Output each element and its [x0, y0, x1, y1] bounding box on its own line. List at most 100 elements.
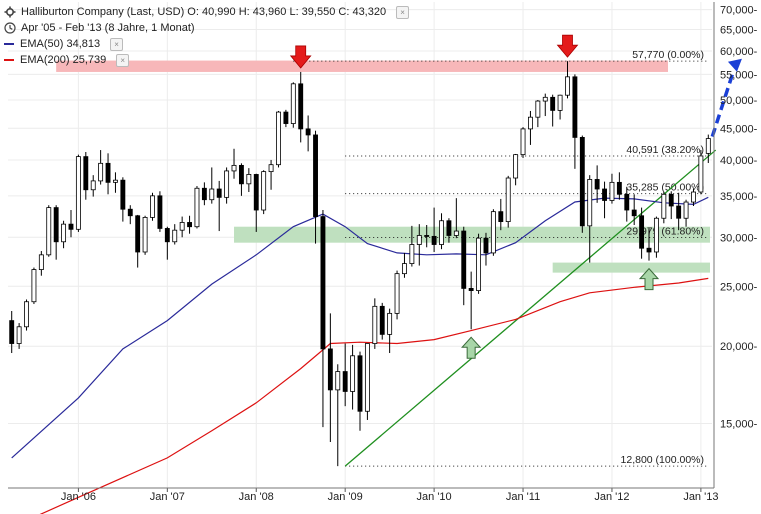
candle-body — [142, 217, 148, 253]
candle-body — [416, 235, 422, 245]
ema50-swatch — [4, 43, 14, 45]
y-tick-label: 45,000- — [720, 123, 758, 135]
x-tick-label: Jan '13 — [683, 491, 718, 503]
legend-high: H: 43,960 — [238, 6, 287, 18]
candle-body — [705, 138, 711, 154]
candle-body — [594, 179, 600, 190]
x-tick-label: Jan '07 — [150, 491, 185, 503]
y-tick-label: 50,000- — [720, 95, 758, 107]
x-tick-label: Jan '08 — [239, 491, 274, 503]
legend-ema50-row: EMA(50) 34,813 × — [4, 36, 409, 52]
candle-body — [387, 312, 393, 335]
candles — [9, 61, 711, 467]
y-tick-label: 15,000- — [720, 419, 758, 431]
candle-body — [201, 187, 207, 201]
candle-body — [513, 154, 519, 179]
candle-body — [653, 217, 659, 253]
trendline — [344, 149, 717, 467]
ema200-label: EMA(200) — [20, 54, 70, 66]
remove-ema50-button[interactable]: × — [110, 37, 124, 51]
candle-body — [179, 222, 185, 231]
fib-level-label: 57,770 (0.00%) — [632, 49, 704, 61]
candle-body — [238, 164, 244, 185]
candle-body — [120, 179, 126, 210]
chart-settings-icon[interactable] — [4, 6, 16, 18]
candle-body — [624, 193, 630, 211]
projection-arrowhead-icon — [727, 58, 742, 72]
candle-body — [409, 244, 415, 264]
candle-body — [224, 170, 230, 198]
ema200-line — [39, 277, 709, 514]
legend-open: O: 40,990 — [187, 6, 236, 18]
candle-body — [453, 230, 459, 236]
candle-body — [565, 76, 570, 96]
candle-body — [676, 205, 682, 219]
candle-body — [691, 191, 696, 203]
candle-body — [276, 111, 281, 166]
candle-body — [298, 83, 304, 130]
candle-body — [505, 177, 511, 222]
remove-ema200-button[interactable]: × — [116, 53, 130, 67]
y-tick-label: 60,000- — [720, 46, 758, 58]
candle-body — [135, 215, 141, 253]
candle-body — [261, 171, 267, 211]
chart-legend: Halliburton Company (Last, USD) O: 40,99… — [4, 4, 410, 68]
candle-body — [528, 116, 533, 130]
x-tick-label: Jan '09 — [328, 491, 363, 503]
candle-body — [372, 305, 378, 344]
y-tick-label: 55,000- — [720, 69, 758, 81]
candle-body — [476, 237, 482, 291]
candle-body — [46, 207, 52, 256]
fib-level-label: 29,979 (61.80%) — [626, 225, 704, 237]
clock-icon — [4, 22, 16, 34]
candle-body — [320, 216, 326, 350]
candle-body — [483, 237, 489, 254]
candle-body — [498, 211, 504, 222]
candle-body — [602, 188, 607, 201]
y-tick-label: 25,000- — [720, 281, 758, 293]
candle-body — [446, 220, 452, 236]
candle-body — [246, 174, 252, 185]
ema200-swatch — [4, 59, 14, 61]
remove-series-button[interactable]: × — [396, 5, 410, 19]
support-zone — [234, 226, 710, 243]
candle-body — [253, 174, 259, 211]
candle-body — [290, 83, 296, 124]
candle-body — [113, 179, 118, 183]
legend-ema200-row: EMA(200) 25,739 × — [4, 52, 409, 68]
candle-body — [668, 193, 674, 207]
candle-body — [231, 164, 237, 172]
red-down-arrow-icon — [556, 34, 579, 58]
candle-body — [631, 209, 637, 217]
candle-body — [461, 230, 467, 289]
y-tick-label: 35,000- — [720, 191, 758, 203]
ema50-label: EMA(50) — [20, 38, 64, 50]
red-down-arrow-icon — [289, 45, 312, 69]
candle-body — [431, 235, 437, 245]
legend-title: Halliburton Company (Last, USD) — [21, 6, 185, 18]
candle-body — [31, 269, 37, 303]
support-zone — [552, 262, 710, 273]
candle-body — [587, 179, 593, 227]
candle-body — [609, 181, 615, 201]
axes: 15,000- 20,000- 25,000- 30,000- 35,000- 40,00… — [8, 2, 758, 503]
fib-level-label: 40,591 (38.20%) — [626, 144, 704, 156]
y-tick-label: 20,000- — [720, 341, 758, 353]
fib-level-label: 12,800 (100.00%) — [621, 454, 704, 466]
candle-body — [646, 247, 652, 253]
candle-body — [150, 195, 155, 218]
candle-body — [38, 254, 44, 270]
candle-body — [9, 320, 15, 344]
y-tick-label: 30,000- — [720, 232, 758, 244]
candle-body — [157, 195, 163, 229]
candle-body — [379, 305, 385, 335]
candle-body — [305, 128, 311, 136]
legend-period: Apr '05 - Feb '13 (8 Jahre, 1 Monat) — [21, 22, 195, 34]
markers — [289, 34, 742, 359]
candle-body — [75, 156, 81, 230]
support-trendline — [344, 149, 717, 467]
legend-title-row: Halliburton Company (Last, USD) O: 40,99… — [4, 4, 410, 20]
candle-body — [98, 162, 104, 182]
candle-body — [557, 94, 563, 111]
